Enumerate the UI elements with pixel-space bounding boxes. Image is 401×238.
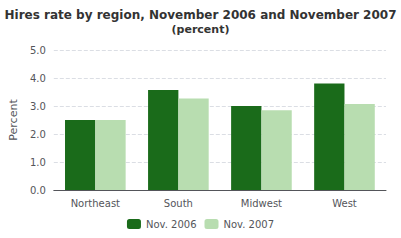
- svg-text:Nov. 2006: Nov. 2006: [146, 219, 197, 230]
- svg-text:1.0: 1.0: [30, 157, 46, 168]
- svg-text:3.0: 3.0: [30, 101, 46, 112]
- svg-text:Northeast: Northeast: [71, 198, 120, 209]
- svg-text:West: West: [332, 198, 357, 209]
- svg-text:4.0: 4.0: [30, 73, 46, 84]
- svg-text:(percent): (percent): [172, 23, 230, 36]
- svg-text:5.0: 5.0: [30, 45, 46, 56]
- svg-text:Percent: Percent: [7, 99, 20, 141]
- svg-text:Midwest: Midwest: [241, 198, 282, 209]
- svg-text:2.0: 2.0: [30, 129, 46, 140]
- svg-text:0.0: 0.0: [30, 185, 46, 196]
- svg-text:Hires rate by region, November: Hires rate by region, November 2006 and …: [4, 8, 396, 22]
- svg-text:South: South: [164, 198, 193, 209]
- svg-text:Nov. 2007: Nov. 2007: [224, 219, 275, 230]
